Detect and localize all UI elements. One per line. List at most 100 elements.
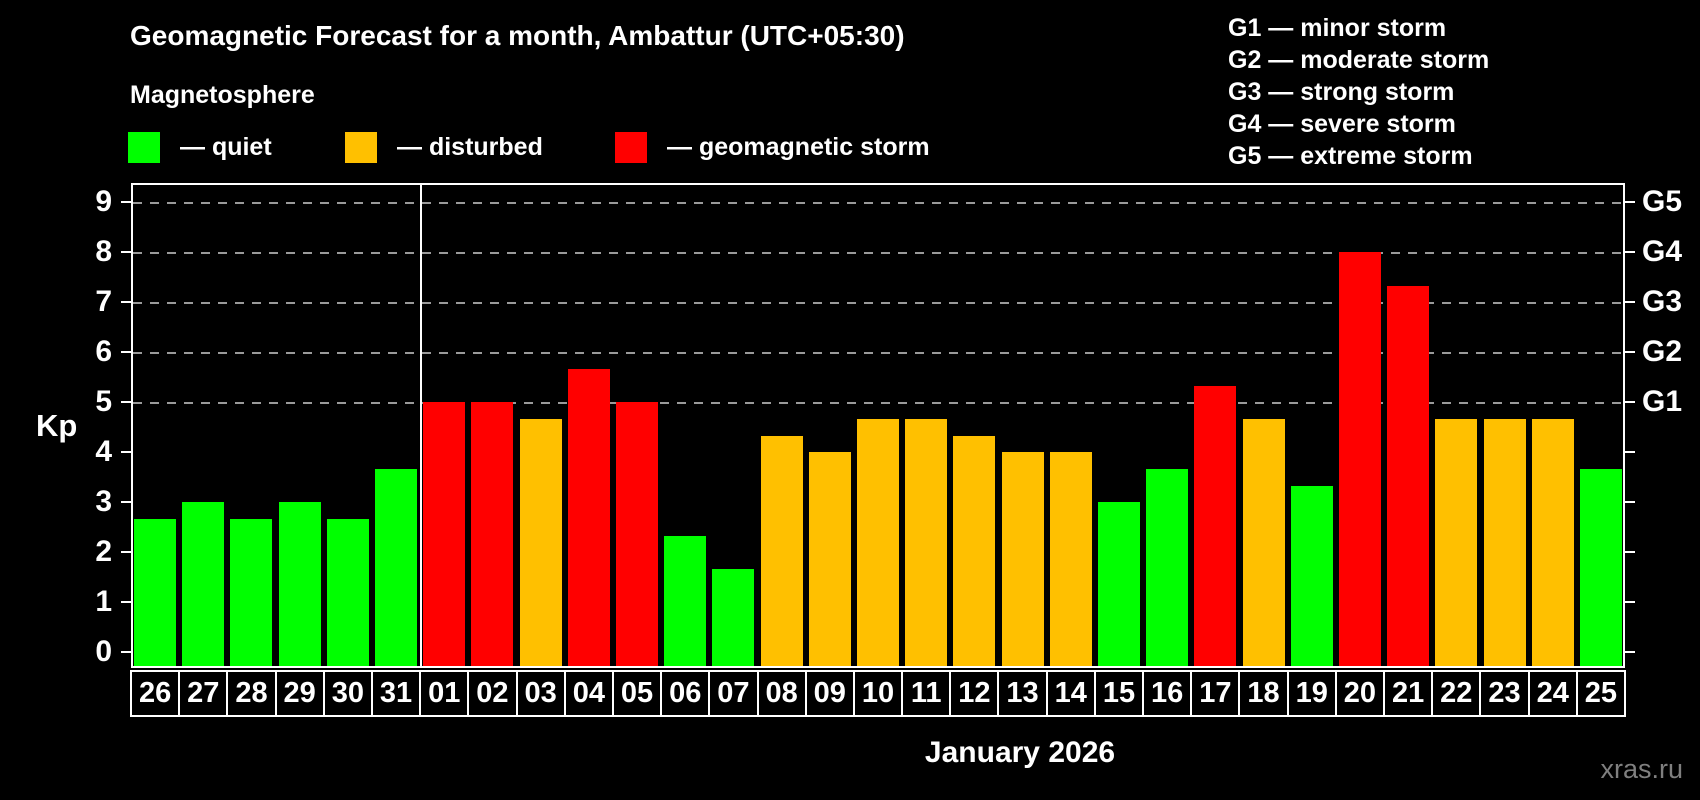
x-axis-day-label-09: 09	[804, 670, 855, 717]
x-axis-day-label-20: 20	[1334, 670, 1386, 717]
right-axis-label-G2: G2	[1642, 335, 1683, 368]
x-axis-day-label-31: 31	[370, 670, 422, 717]
plot-area	[131, 183, 1625, 668]
watermark: xras.ru	[1600, 754, 1683, 784]
bar-day-27	[182, 502, 225, 666]
bar-day-09	[808, 452, 851, 666]
x-axis-day-label-21: 21	[1383, 670, 1434, 717]
g-scale-legend-item-g3: G3 — strong storm	[1228, 78, 1455, 106]
left-axis-tick	[121, 401, 131, 403]
left-axis-tick	[121, 551, 131, 553]
right-axis-tick	[1625, 351, 1635, 353]
y-axis-tick-label-8: 8	[95, 235, 112, 268]
right-axis-tick	[1625, 401, 1635, 403]
g-scale-legend-item-g5: G5 — extreme storm	[1228, 142, 1473, 170]
month-label: January 2026	[924, 736, 1116, 769]
x-axis-day-label-08: 08	[756, 670, 807, 717]
x-axis-day-label-17: 17	[1190, 670, 1241, 717]
x-axis-day-label-04: 04	[563, 670, 614, 717]
right-axis-tick	[1625, 301, 1635, 303]
legend-label-storm: — geomagnetic storm	[667, 132, 930, 161]
bar-day-03	[519, 418, 562, 666]
right-axis-tick	[1625, 501, 1635, 503]
bar-day-28	[230, 518, 273, 666]
bar-day-31	[375, 468, 418, 666]
bar-day-13	[1001, 452, 1044, 666]
right-axis-tick	[1625, 551, 1635, 553]
bar-day-22	[1435, 418, 1478, 666]
bar-day-02	[471, 402, 514, 666]
x-axis-day-label-26: 26	[130, 670, 181, 717]
legend-item-quiet: — quiet	[128, 131, 272, 163]
right-axis-label-G5: G5	[1642, 185, 1683, 218]
x-axis-day-label-06: 06	[660, 670, 711, 717]
right-axis-tick	[1625, 651, 1635, 653]
bar-day-12	[953, 435, 996, 666]
bar-day-10	[857, 418, 899, 666]
left-axis-tick	[121, 251, 131, 253]
y-axis-tick-label-0: 0	[95, 635, 112, 668]
x-axis-day-label-16: 16	[1142, 670, 1193, 717]
magnetosphere-label: Magnetosphere	[130, 81, 315, 109]
bar-day-01	[423, 402, 466, 666]
left-axis-tick	[121, 201, 131, 203]
right-axis-tick	[1625, 251, 1635, 253]
month-separator-line	[420, 185, 423, 666]
x-axis-day-label-03: 03	[515, 670, 566, 717]
x-axis-day-label-25: 25	[1575, 670, 1626, 717]
storm-swatch-icon	[615, 131, 647, 163]
y-axis-tick-label-2: 2	[95, 535, 112, 568]
legend-item-disturbed: — disturbed	[345, 131, 543, 163]
left-axis-tick	[121, 351, 131, 353]
disturbed-swatch-icon	[345, 131, 377, 163]
x-axis-day-label-01: 01	[419, 670, 470, 717]
y-axis-tick-label-7: 7	[95, 285, 112, 318]
bar-day-18	[1242, 418, 1285, 666]
x-axis-day-label-28: 28	[226, 670, 277, 717]
left-axis-tick	[121, 301, 131, 303]
right-axis-label-G4: G4	[1642, 235, 1683, 268]
x-axis-day-label-02: 02	[467, 670, 518, 717]
gridline-kp-8	[133, 252, 1623, 254]
y-axis-tick-label-4: 4	[95, 435, 112, 468]
left-axis-tick	[121, 601, 131, 603]
x-axis-day-label-29: 29	[274, 670, 325, 717]
bar-day-19	[1290, 485, 1333, 666]
bar-day-16	[1146, 468, 1189, 666]
right-axis-tick	[1625, 201, 1635, 203]
bar-day-29	[278, 502, 321, 666]
x-axis-day-label-19: 19	[1286, 670, 1337, 717]
right-axis-label-G3: G3	[1642, 285, 1683, 318]
x-axis-day-label-24: 24	[1527, 670, 1578, 717]
legend-label-quiet: — quiet	[180, 132, 272, 161]
bar-day-24	[1531, 418, 1574, 666]
left-axis-tick	[121, 451, 131, 453]
bar-day-08	[760, 435, 803, 666]
y-axis-tick-label-3: 3	[95, 485, 112, 518]
bar-day-06	[664, 535, 707, 666]
legend-label-disturbed: — disturbed	[397, 132, 543, 161]
y-axis-tick-label-5: 5	[95, 385, 112, 418]
x-axis-day-label-10: 10	[852, 670, 904, 717]
quiet-swatch-icon	[128, 131, 160, 163]
bar-day-25	[1579, 468, 1622, 666]
chart-title: Geomagnetic Forecast for a month, Ambatt…	[130, 20, 905, 51]
x-axis-day-label-12: 12	[949, 670, 1000, 717]
g-scale-legend-item-g4: G4 — severe storm	[1228, 110, 1456, 138]
gridline-kp-7	[133, 302, 1623, 304]
x-axis-day-label-07: 07	[708, 670, 759, 717]
gridline-kp-6	[133, 352, 1623, 354]
bar-day-20	[1338, 252, 1381, 666]
g-scale-legend-item-g2: G2 — moderate storm	[1228, 46, 1490, 74]
left-axis-tick	[121, 651, 131, 653]
y-axis-tick-label-1: 1	[95, 585, 112, 618]
x-axis-day-label-30: 30	[322, 670, 373, 717]
legend-item-storm: — geomagnetic storm	[615, 131, 930, 163]
bar-day-23	[1483, 418, 1526, 666]
right-axis-tick	[1625, 451, 1635, 453]
right-axis-label-G1: G1	[1642, 385, 1683, 418]
x-axis-day-label-22: 22	[1431, 670, 1482, 717]
bar-day-07	[712, 568, 755, 666]
gridline-kp-5	[133, 402, 1623, 404]
